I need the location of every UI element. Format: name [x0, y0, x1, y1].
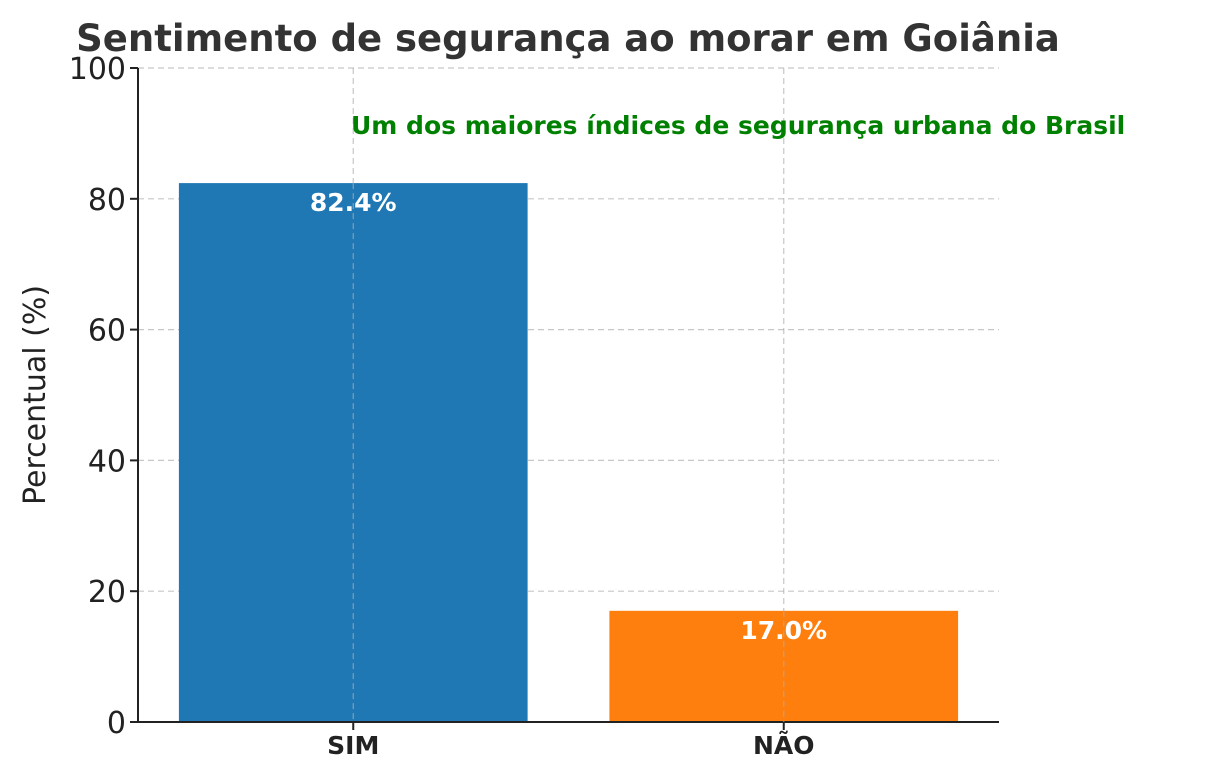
- chart-annotation: Um dos maiores índices de segurança urba…: [351, 111, 1125, 140]
- y-tick-label-100: 100: [69, 52, 126, 87]
- chart-title: Sentimento de segurança ao morar em Goiâ…: [76, 17, 1060, 60]
- bar-value-labels: 82.4% 17.0%: [310, 183, 827, 722]
- y-axis-ticks: 0 20 40 60 80 100: [69, 52, 138, 741]
- y-tick-label-0: 0: [107, 706, 126, 741]
- bar-0: [178, 183, 528, 722]
- axes: [137, 68, 999, 723]
- x-axis-ticks: SIM NÃO: [327, 722, 815, 760]
- x-tick-label-0: SIM: [327, 731, 379, 760]
- y-tick-label-60: 60: [88, 314, 126, 349]
- bar-value-label-1: 17.0%: [740, 616, 827, 645]
- bars: [178, 183, 959, 722]
- y-tick-label-20: 20: [88, 575, 126, 610]
- y-axis-label: Percentual (%): [18, 285, 53, 505]
- x-tick-label-1: NÃO: [753, 731, 815, 760]
- y-tick-label-80: 80: [88, 183, 126, 218]
- y-tick-label-40: 40: [88, 444, 126, 479]
- bar-value-label-0: 82.4%: [310, 188, 397, 217]
